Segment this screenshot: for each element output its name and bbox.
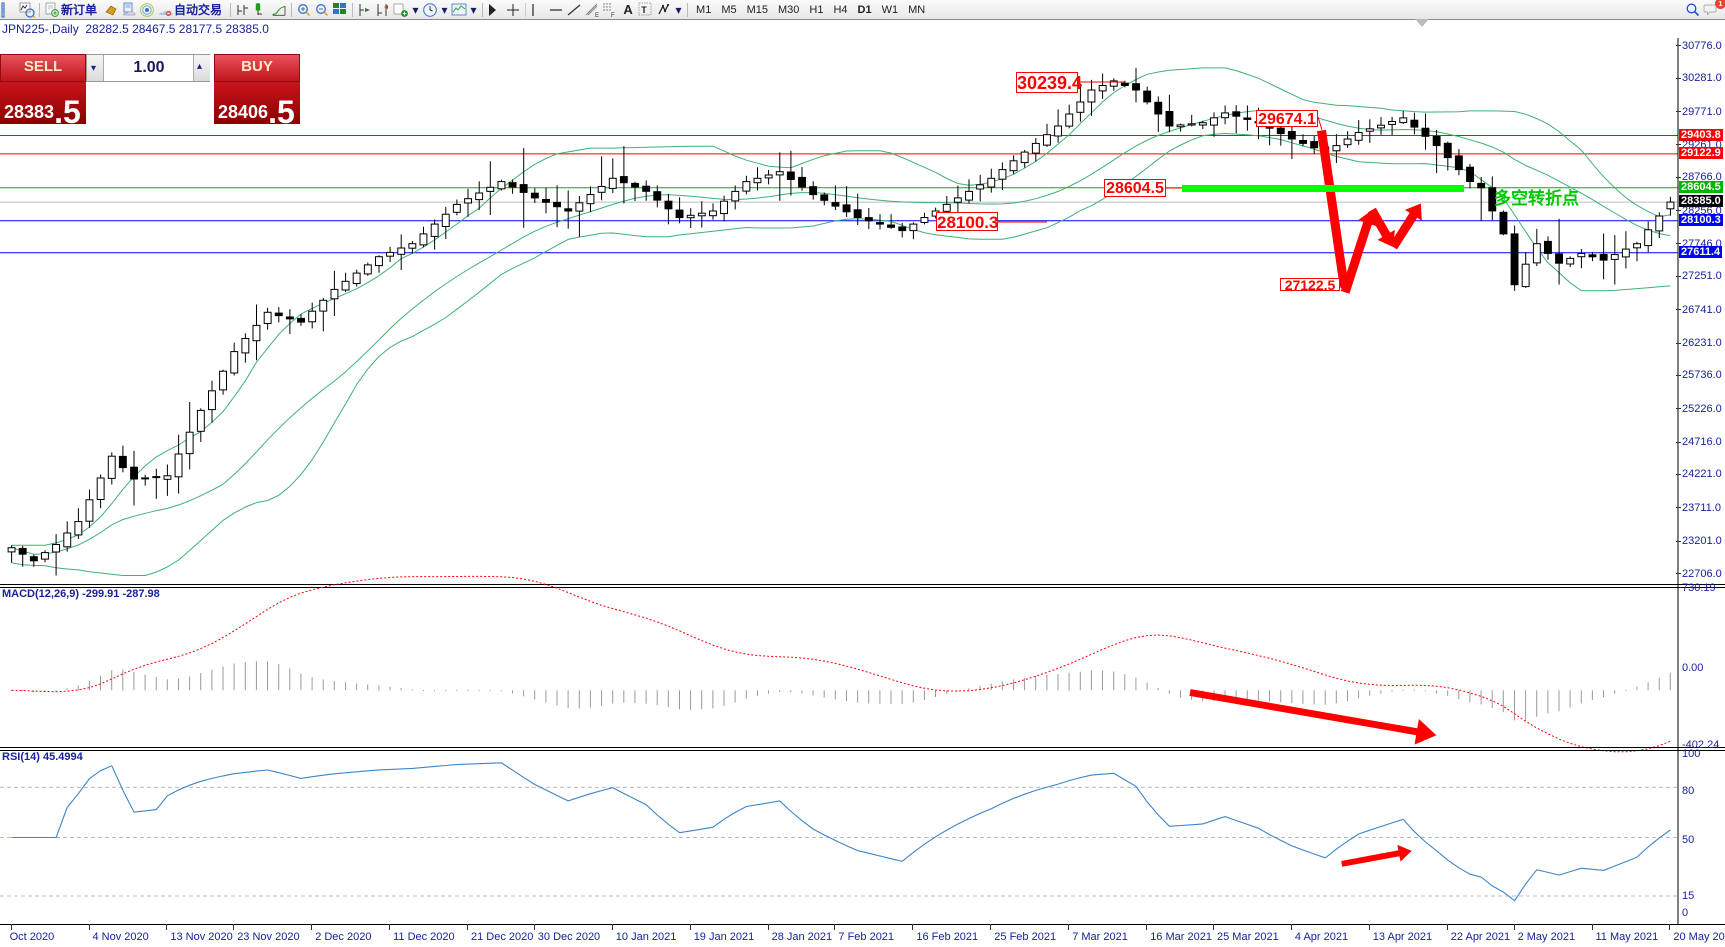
svg-text:T: T [641,5,647,15]
svg-text:1: 1 [1718,0,1722,8]
svg-text:E: E [595,13,599,18]
svg-text:F: F [611,13,615,18]
